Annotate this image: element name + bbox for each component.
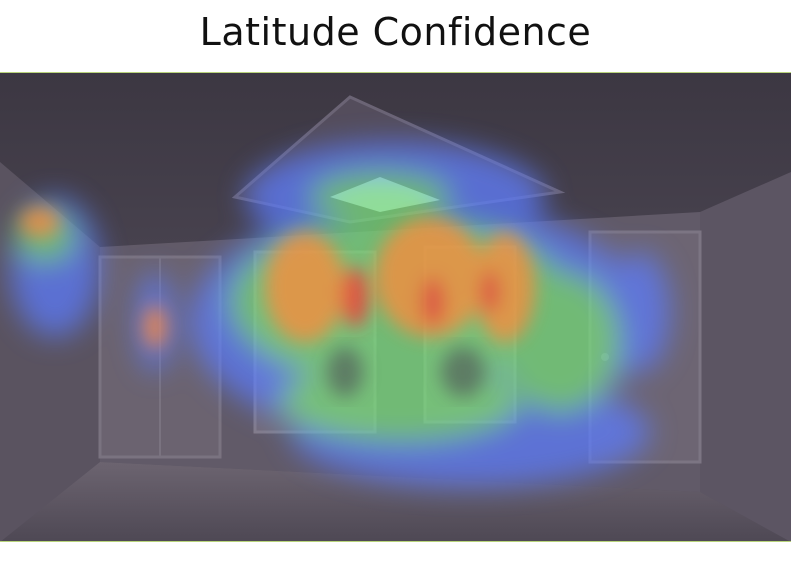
right-wall: [700, 172, 791, 542]
room-scene: [0, 72, 791, 542]
room-photo-with-heatmap: [0, 72, 791, 542]
floor: [0, 462, 791, 542]
figure-title: Latitude Confidence: [199, 10, 592, 54]
confidence-hotspots: [20, 207, 535, 349]
